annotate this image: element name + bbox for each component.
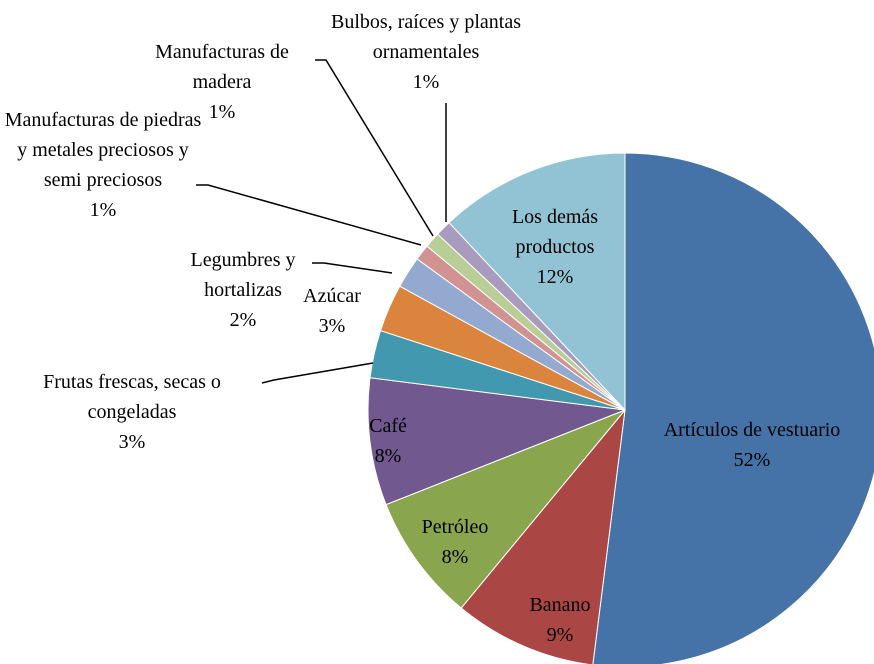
slice-label: Manufacturas de madera 1%: [132, 37, 312, 127]
slice-label: Frutas frescas, secas o congeladas 3%: [0, 367, 267, 457]
category-name: Frutas frescas, secas o congeladas: [43, 371, 221, 423]
percent-label: 2%: [229, 309, 257, 331]
percent-label: 1%: [208, 101, 236, 123]
category-name: Bulbos, raíces y plantas ornamentales: [331, 11, 521, 63]
leader-line: [312, 262, 393, 274]
category-name: Artículos de vestuario: [663, 419, 841, 441]
category-name: Azúcar: [303, 285, 361, 307]
leader-line: [261, 362, 374, 384]
leader-line: [196, 184, 422, 246]
category-name: Café: [369, 415, 407, 437]
slice-label: Legumbres y hortalizas 2%: [173, 245, 313, 335]
category-name: Manufacturas de madera: [155, 41, 289, 93]
slice-label: Petróleo 8%: [395, 512, 515, 572]
slice-label: Bulbos, raíces y plantas ornamentales 1%: [326, 7, 526, 97]
category-name: Manufacturas de piedras y metales precio…: [4, 109, 202, 191]
category-name: Los demás productos: [511, 206, 599, 258]
percent-label: 8%: [374, 445, 402, 467]
slice-label: Banano 9%: [500, 590, 620, 650]
percent-label: 12%: [536, 266, 574, 288]
percent-label: 3%: [118, 431, 146, 453]
pie-slice: [592, 152, 874, 664]
percent-label: 8%: [441, 546, 469, 568]
slice-label: Café 8%: [348, 411, 428, 471]
leader-line: [315, 59, 434, 237]
category-name: Petróleo: [421, 516, 489, 538]
pie-slice: [367, 377, 626, 506]
percent-label: 52%: [733, 449, 771, 471]
percent-label: 3%: [318, 315, 346, 337]
percent-label: 9%: [546, 624, 574, 646]
slice-label: Los demás productos 12%: [495, 202, 615, 292]
slices: [367, 152, 874, 664]
category-name: Banano: [529, 594, 591, 616]
slice-label: Manufacturas de piedras y metales precio…: [3, 105, 203, 225]
leader-lines: [196, 59, 447, 384]
pie-slice: [448, 152, 626, 412]
slice-label: Artículos de vestuario 52%: [617, 415, 874, 475]
slice-label: Azúcar 3%: [287, 281, 377, 341]
percent-label: 1%: [412, 71, 440, 93]
pie-slice: [385, 409, 626, 609]
percent-label: 1%: [89, 199, 117, 221]
category-name: Legumbres y hortalizas: [190, 249, 296, 301]
